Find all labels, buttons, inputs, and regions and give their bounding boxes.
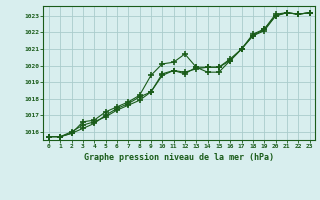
X-axis label: Graphe pression niveau de la mer (hPa): Graphe pression niveau de la mer (hPa) [84,153,274,162]
